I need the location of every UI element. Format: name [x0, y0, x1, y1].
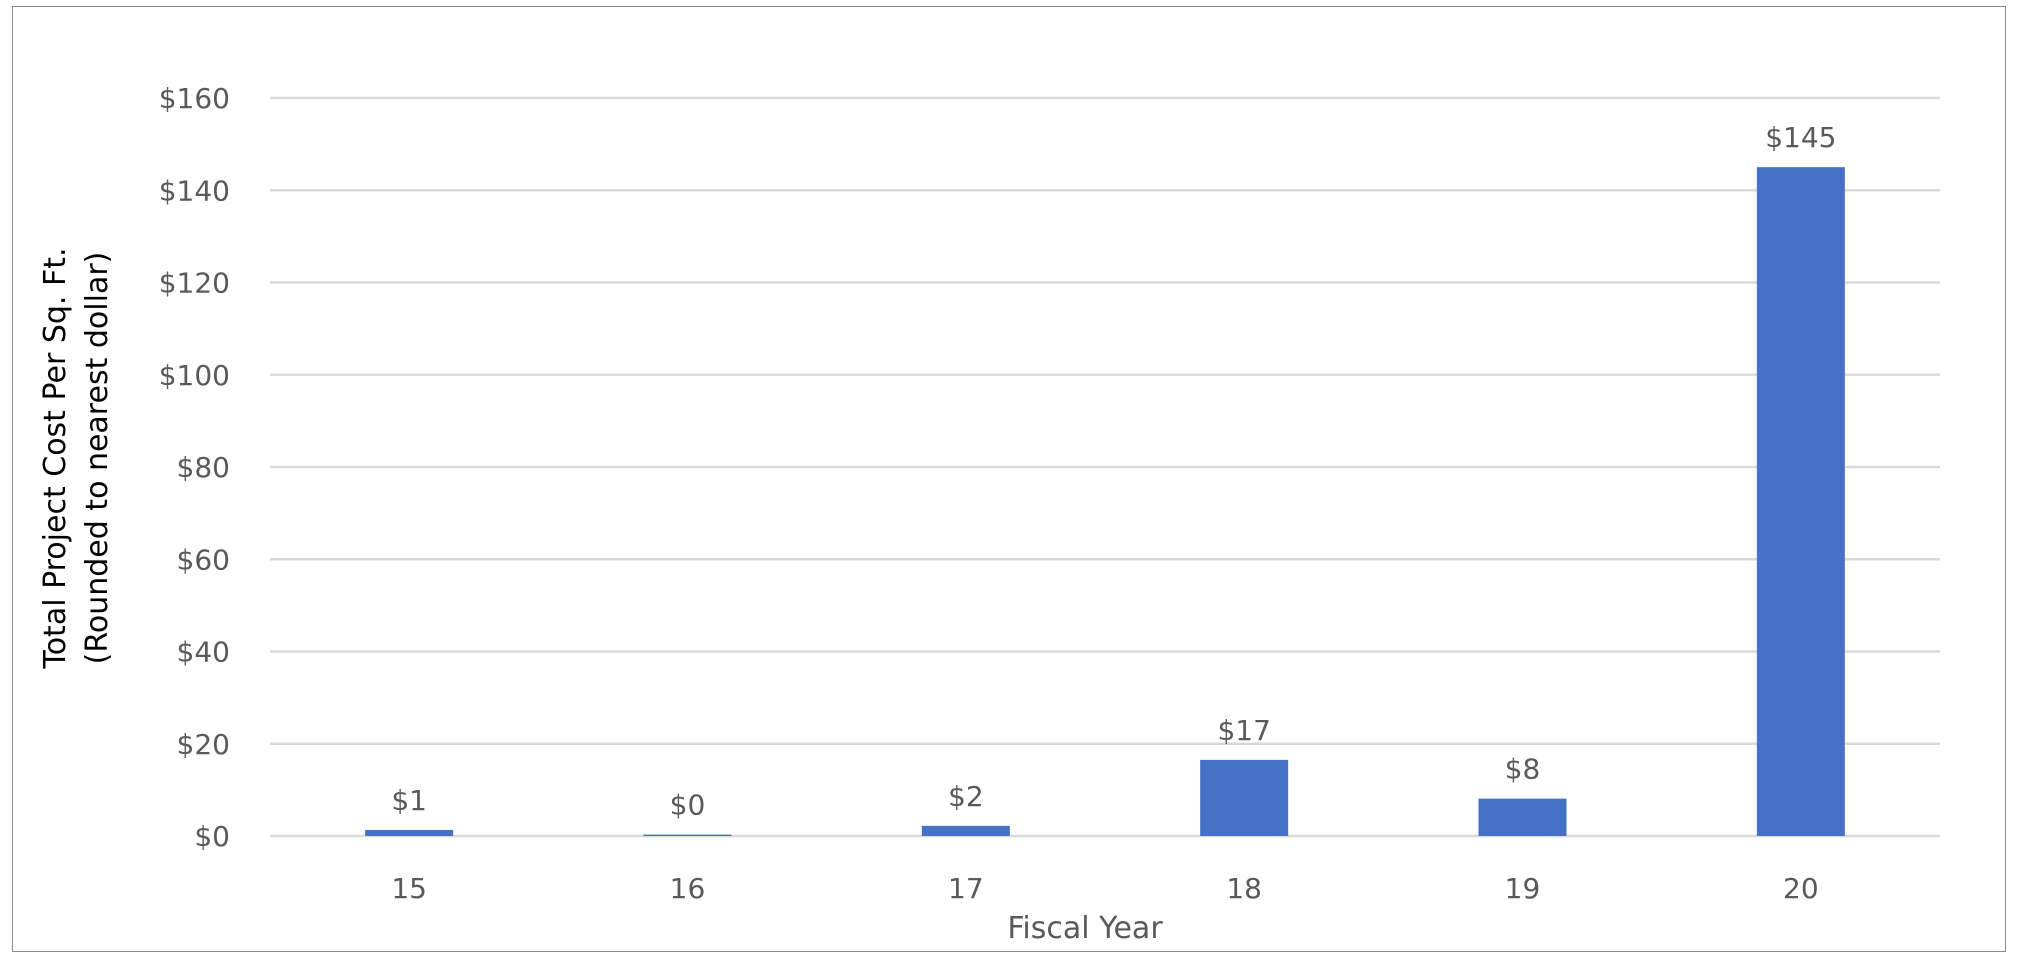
bar [365, 830, 454, 836]
data-label: $1 [391, 784, 427, 817]
x-tick-label: 17 [948, 872, 984, 905]
bar [1200, 759, 1289, 836]
x-axis-title: Fiscal Year [1007, 911, 1163, 946]
bar [1478, 798, 1567, 836]
bar [643, 834, 732, 836]
labels: $0 $20 $40 $60 $80 $100 $120 $140 $160 15 $1 16 $0 17… [159, 82, 1837, 905]
y-axis-title-line2: (Rounded to nearest dollar) [80, 252, 115, 665]
bar [921, 825, 1010, 836]
x-tick-label: 18 [1226, 872, 1262, 905]
y-axis-title-line1: Total Project Cost Per Sq. Ft. [38, 247, 73, 669]
data-label: $0 [670, 789, 706, 822]
x-tick-label: 16 [670, 872, 706, 905]
chart-frame [12, 6, 2006, 952]
x-tick-label: 19 [1505, 872, 1541, 905]
data-label: $145 [1765, 121, 1836, 154]
y-tick-label: $20 [177, 728, 230, 761]
data-label: $8 [1505, 753, 1541, 786]
data-label: $2 [948, 780, 984, 813]
y-tick-label: $120 [159, 267, 230, 300]
y-tick-label: $100 [159, 359, 230, 392]
bars [365, 167, 1845, 836]
y-tick-label: $140 [159, 174, 230, 207]
y-tick-label: $160 [159, 82, 230, 115]
y-tick-label: $40 [177, 636, 230, 669]
y-tick-label: $60 [177, 543, 230, 576]
x-tick-label: 15 [391, 872, 427, 905]
gridlines [270, 96, 1940, 838]
y-tick-label: $0 [194, 820, 230, 853]
data-label: $17 [1217, 714, 1270, 747]
x-tick-label: 20 [1783, 872, 1819, 905]
bar [1756, 167, 1845, 836]
y-tick-label: $80 [177, 451, 230, 484]
